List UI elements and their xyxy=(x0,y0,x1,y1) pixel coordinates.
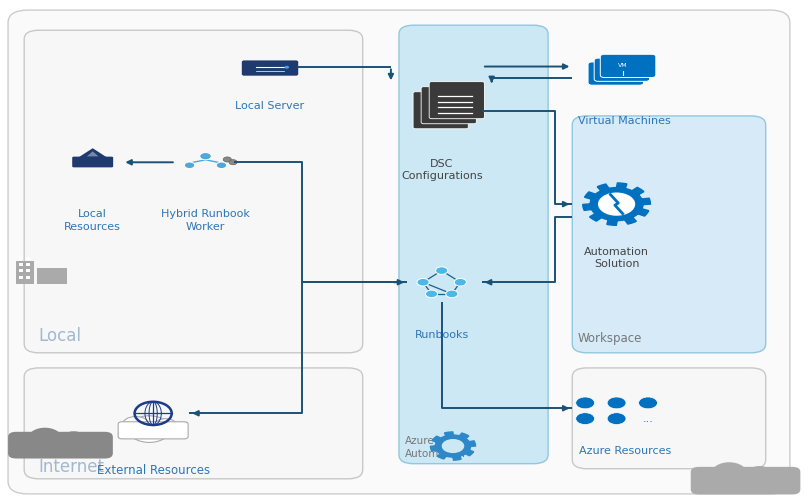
FancyBboxPatch shape xyxy=(8,10,790,494)
Bar xyxy=(26,269,30,272)
Text: ...: ... xyxy=(642,414,654,424)
Circle shape xyxy=(442,439,464,453)
Text: Virtual Machines: Virtual Machines xyxy=(578,116,671,126)
Circle shape xyxy=(60,431,87,448)
FancyBboxPatch shape xyxy=(413,92,468,129)
Bar xyxy=(26,276,30,279)
Circle shape xyxy=(28,428,62,449)
Text: Azure Resources: Azure Resources xyxy=(579,446,671,456)
Text: Azure
Automation: Azure Automation xyxy=(405,436,466,459)
Circle shape xyxy=(223,157,231,162)
FancyBboxPatch shape xyxy=(73,161,113,167)
Bar xyxy=(26,257,30,260)
Circle shape xyxy=(216,162,226,168)
Text: Hybrid Runbook
Worker: Hybrid Runbook Worker xyxy=(161,209,250,231)
Bar xyxy=(26,263,30,266)
Text: Local
Resources: Local Resources xyxy=(64,209,121,231)
Text: External Resources: External Resources xyxy=(97,464,210,477)
Circle shape xyxy=(426,290,438,298)
Circle shape xyxy=(598,193,635,216)
Circle shape xyxy=(575,413,595,424)
Circle shape xyxy=(154,419,177,433)
FancyBboxPatch shape xyxy=(594,58,650,81)
Circle shape xyxy=(435,267,448,274)
FancyBboxPatch shape xyxy=(242,60,298,76)
FancyBboxPatch shape xyxy=(422,87,476,123)
FancyBboxPatch shape xyxy=(588,62,643,85)
Circle shape xyxy=(285,66,289,69)
Text: Azure: Azure xyxy=(748,476,791,491)
Bar xyxy=(19,263,23,266)
Circle shape xyxy=(128,416,171,443)
FancyBboxPatch shape xyxy=(572,368,766,469)
FancyBboxPatch shape xyxy=(399,25,548,464)
Text: Local Server: Local Server xyxy=(235,101,305,111)
Text: Automation
Solution: Automation Solution xyxy=(584,247,649,269)
FancyBboxPatch shape xyxy=(691,467,800,494)
FancyBboxPatch shape xyxy=(8,432,113,459)
Text: Workspace: Workspace xyxy=(578,332,642,345)
Circle shape xyxy=(746,466,774,484)
Bar xyxy=(15,261,34,284)
Circle shape xyxy=(417,278,429,286)
Text: Runbooks: Runbooks xyxy=(414,330,469,340)
FancyBboxPatch shape xyxy=(430,82,484,118)
Circle shape xyxy=(185,162,195,168)
Circle shape xyxy=(712,462,747,484)
FancyBboxPatch shape xyxy=(24,368,363,479)
Circle shape xyxy=(607,397,626,409)
Circle shape xyxy=(446,290,458,298)
Circle shape xyxy=(229,160,237,165)
Text: Local: Local xyxy=(39,327,81,345)
Polygon shape xyxy=(87,151,98,156)
Polygon shape xyxy=(76,148,110,159)
Circle shape xyxy=(200,153,211,160)
Polygon shape xyxy=(430,432,476,460)
Bar xyxy=(37,268,68,284)
Circle shape xyxy=(123,416,149,433)
FancyBboxPatch shape xyxy=(118,422,188,439)
FancyBboxPatch shape xyxy=(572,116,766,353)
Text: DSC
Configurations: DSC Configurations xyxy=(401,159,483,181)
FancyBboxPatch shape xyxy=(73,157,113,163)
Bar xyxy=(19,269,23,272)
Polygon shape xyxy=(583,183,650,225)
Bar xyxy=(19,257,23,260)
Circle shape xyxy=(607,413,626,424)
FancyBboxPatch shape xyxy=(600,54,656,78)
Text: VM: VM xyxy=(618,63,628,68)
Circle shape xyxy=(575,397,595,409)
FancyBboxPatch shape xyxy=(24,30,363,353)
Circle shape xyxy=(638,397,658,409)
Bar xyxy=(19,276,23,279)
Circle shape xyxy=(455,278,467,286)
Text: Internet: Internet xyxy=(39,458,105,476)
